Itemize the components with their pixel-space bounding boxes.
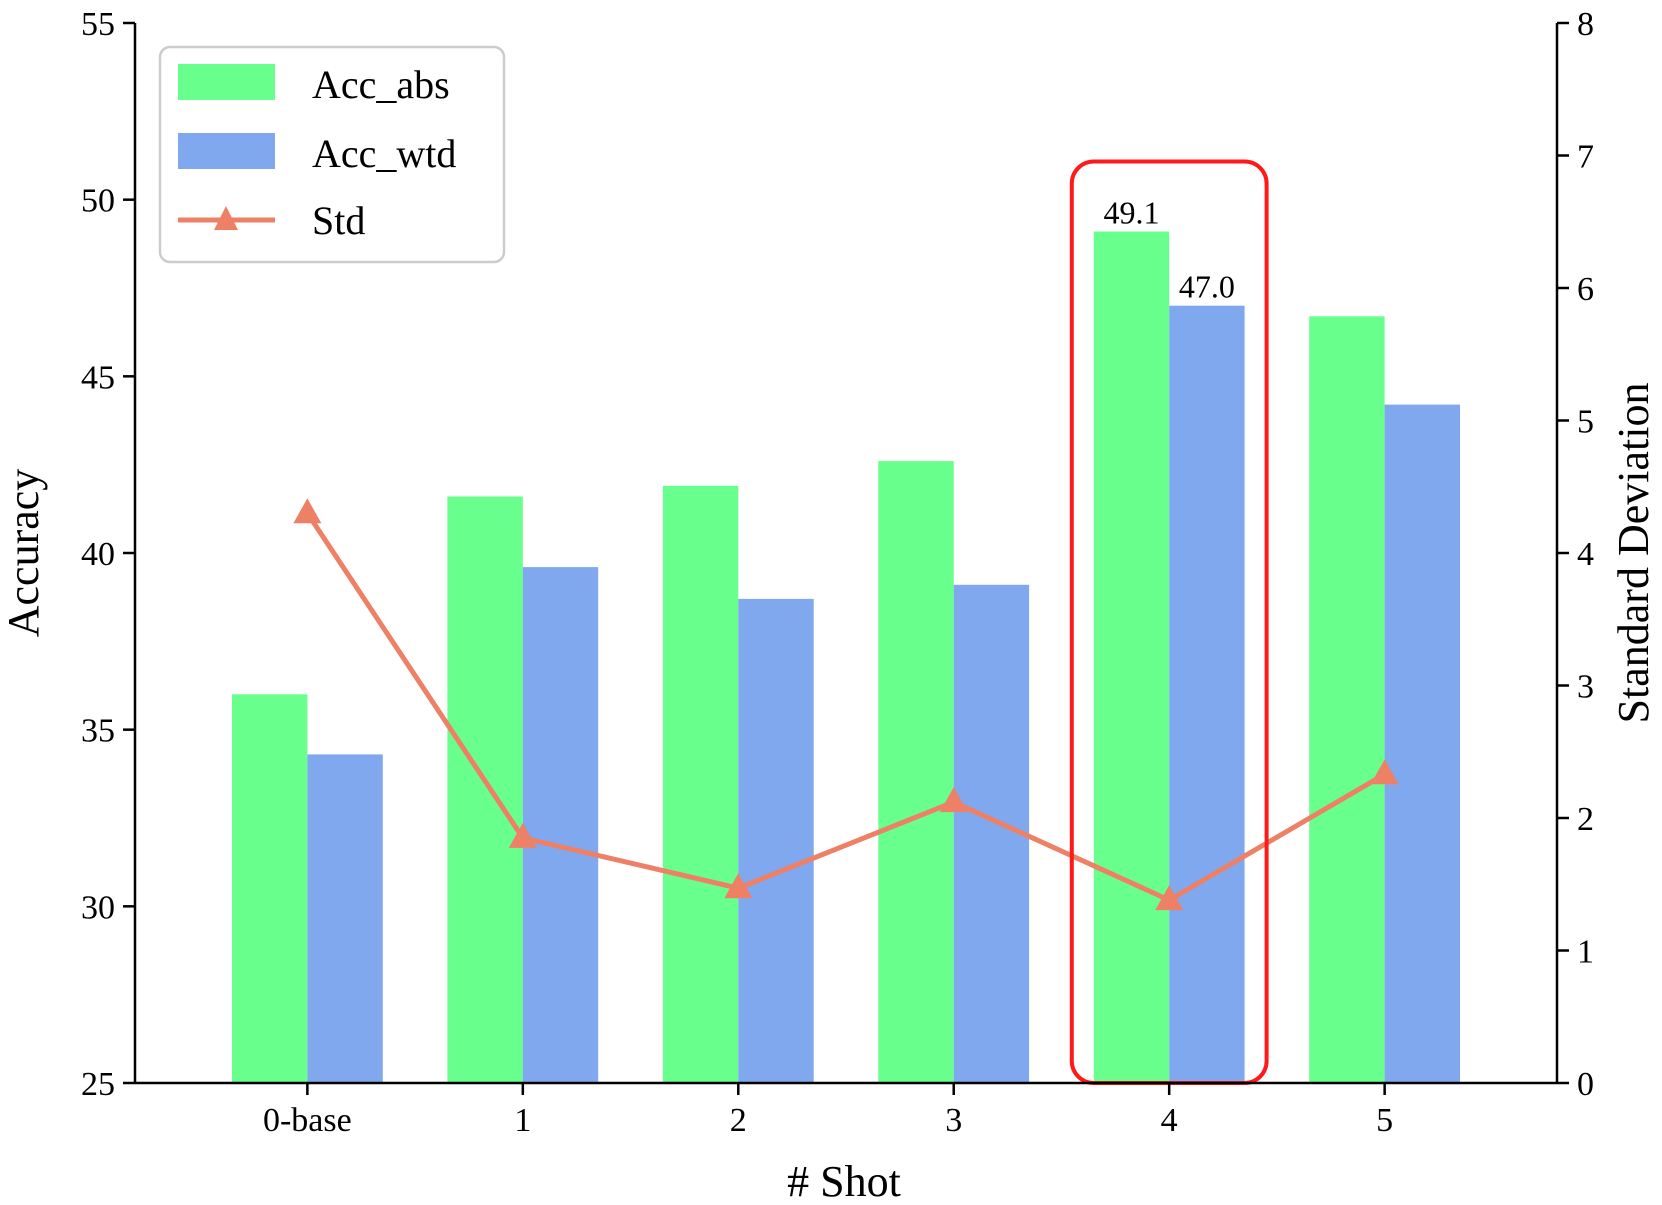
x-axis-title: # Shot: [787, 1157, 901, 1205]
y-tick-label-0: 25: [81, 1066, 115, 1103]
legend-label-acc-abs: Acc_abs: [312, 62, 450, 107]
legend-label-acc-wtd: Acc_wtd: [312, 131, 456, 176]
bar-acc-wtd-3: [953, 584, 1030, 1083]
y-tick-label-5: 50: [81, 183, 115, 220]
y2-tick-label-2: 2: [1577, 801, 1594, 838]
data-label-1: 47.0: [1179, 269, 1235, 305]
x-tick-label-0: 0-base: [263, 1102, 352, 1139]
x-tick-label-4: 4: [1161, 1102, 1178, 1139]
bar-acc-abs-5: [1309, 316, 1385, 1083]
x-tick-label-1: 1: [514, 1102, 531, 1139]
y-tick-label-2: 35: [81, 713, 115, 750]
bar-acc-wtd-2: [738, 598, 814, 1083]
legend-marker-std: [214, 206, 238, 230]
marker-std-3: [939, 787, 968, 813]
y2-axis-title: Standard Deviation: [1609, 383, 1658, 724]
y-axis-title: Accuracy: [0, 469, 48, 638]
x-tick-label-5: 5: [1376, 1102, 1393, 1139]
marker-std-2: [724, 873, 753, 899]
axis-titles: # Shot Accuracy Standard Deviation: [0, 383, 1658, 1205]
data-label-0: 49.1: [1104, 195, 1160, 231]
legend: Acc_abs Acc_wtd Std: [158, 45, 506, 264]
y2-tick-label-4: 4: [1577, 536, 1594, 573]
y2-tick-label-7: 7: [1577, 139, 1594, 176]
bar-acc-wtd-0: [307, 754, 383, 1083]
line-std: [305, 511, 1386, 903]
bar-acc-abs-3: [878, 461, 954, 1084]
legend-swatch-acc-abs: [178, 64, 275, 100]
y2-tick-label-5: 5: [1577, 404, 1594, 441]
bar-acc-abs-0: [232, 694, 308, 1083]
bar-acc-wtd-1: [522, 567, 599, 1083]
marker-std-5: [1370, 759, 1399, 785]
legend-swatch-acc-wtd: [178, 133, 275, 169]
plot-area: 49.1 47.0: [232, 159, 1460, 1085]
bar-acc-abs-4: [1093, 231, 1170, 1083]
bar-acc-abs-1: [447, 496, 523, 1083]
x-tick-label-2: 2: [730, 1102, 747, 1139]
y-tick-label-3: 40: [81, 536, 115, 573]
bar-acc-wtd-4: [1169, 305, 1245, 1083]
y2-tick-label-3: 3: [1577, 669, 1594, 706]
legend-frame: [158, 45, 506, 264]
marker-std-0: [293, 498, 322, 524]
y2-tick-label-6: 6: [1577, 271, 1594, 308]
marker-std-4: [1155, 885, 1184, 911]
marker-std-1: [508, 822, 537, 848]
y2-tick-label-8: 8: [1577, 6, 1594, 43]
y2-tick-label-0: 0: [1577, 1066, 1594, 1103]
bar-acc-abs-2: [662, 485, 739, 1083]
bar-acc-wtd-5: [1384, 404, 1460, 1084]
y-tick-label-6: 55: [81, 6, 115, 43]
y2-tick-label-1: 1: [1577, 934, 1594, 971]
legend-label-std: Std: [312, 198, 365, 243]
y-tick-label-4: 45: [81, 359, 115, 396]
y-tick-label-1: 30: [81, 889, 115, 926]
x-tick-label-3: 3: [945, 1102, 962, 1139]
